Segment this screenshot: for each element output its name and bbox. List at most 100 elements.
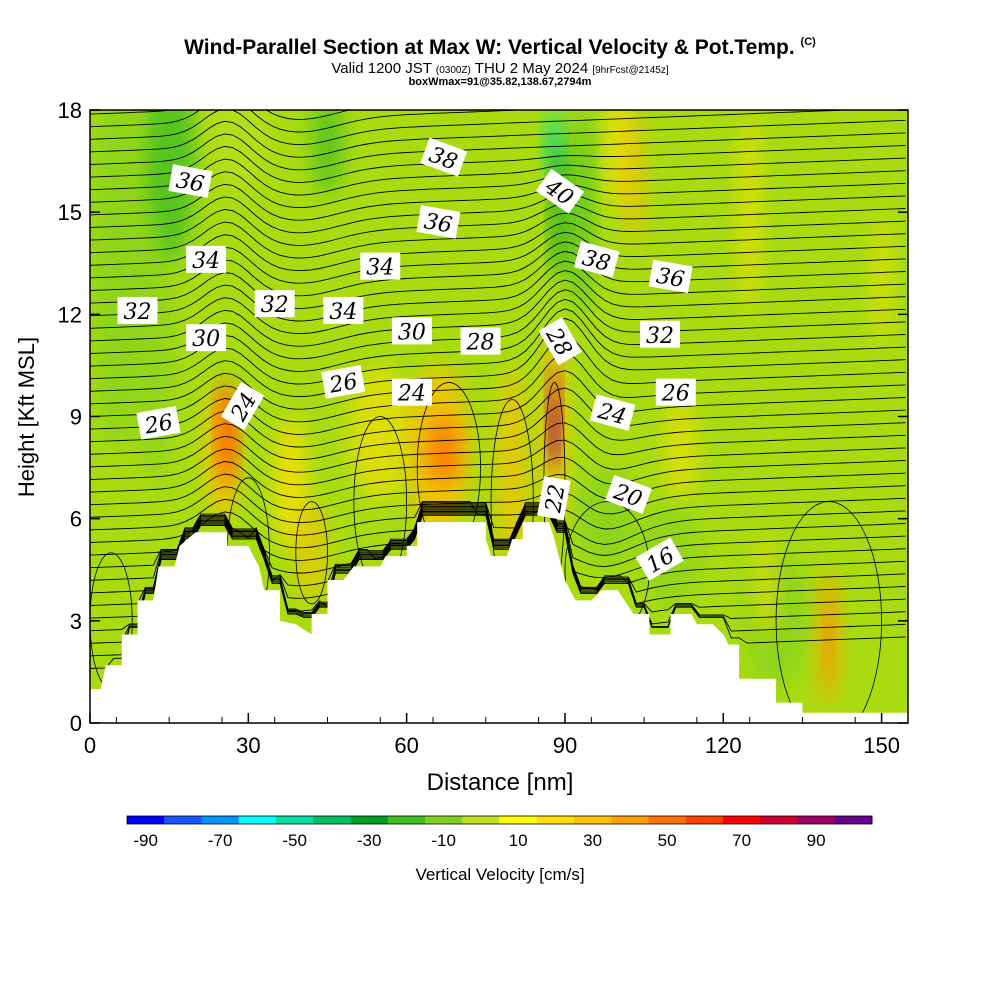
y-tick-label-5: 15 [58,200,82,225]
theta-label-text-4: 24 [397,382,426,407]
theta-label-bg-1 [605,474,652,514]
theta-label-bg-9 [460,327,501,355]
isentrope-12 [90,485,906,524]
colorbar-swatch-3 [238,816,277,824]
colorbar-swatch-6 [350,816,389,824]
isentrope-37 [90,170,906,209]
colorbar-swatch-16 [723,816,761,824]
y-tick-label-4: 12 [58,302,82,327]
theta-label-13: 32 [639,320,680,349]
theta-label-text-15: 32 [261,293,289,318]
colorbar-tick-5: 10 [509,831,528,850]
theta-label-text-16: 34 [329,300,357,325]
velocity-contour-1 [295,501,328,605]
velocity-cell-24 [665,399,697,502]
colorbar-swatch-13 [611,816,649,824]
colorbar-swatch-0 [127,816,165,824]
theta-label-7: 26 [321,365,366,399]
isentrope-27 [90,270,906,335]
isentrope-11 [90,497,906,536]
isentrope-20 [90,352,906,423]
colorbar-swatch-18 [797,816,836,824]
velocity-cell-25 [754,535,777,638]
chart-title: Wind-Parallel Section at Max W: Vertical… [0,36,1000,60]
theta-label-text-7: 26 [327,369,360,399]
theta-label-bg-2 [537,476,571,521]
isentrope-19 [90,370,906,435]
isentrope-38 [90,157,906,196]
colorbar-swatch-19 [834,816,873,824]
colorbar-swatch-7 [387,816,426,824]
y-tick-label-1: 3 [70,609,82,634]
theta-label-text-19: 36 [654,264,686,293]
theta-label-bg-5 [589,394,636,431]
theta-label-21: 36 [416,205,461,239]
velocity-cell-27 [825,603,833,672]
velocity-cell-15 [295,501,328,604]
theta-label-24: 40 [535,168,585,214]
theta-label-text-21: 36 [422,209,454,238]
colorbar-swatch-12 [574,816,612,824]
colorbar-swatch-2 [201,816,240,824]
velocity-cell-19 [427,416,460,485]
colorbar-swatch-5 [313,816,351,824]
velocity-cell-4 [206,110,270,196]
isentrope-40 [90,132,906,171]
theta-label-bg-13 [639,320,680,348]
colorbar-swatch-1 [164,816,202,824]
isentrope-15 [90,439,906,486]
colorbar-tick-7: 50 [658,831,677,850]
velocity-cell-9 [570,110,592,315]
y-axis-label: Height [Kft MSL] [14,337,39,497]
isentrope-26 [90,279,906,347]
colorbar-frame [126,815,873,825]
theta-label-15: 32 [254,290,295,318]
isentrope-14 [90,457,906,498]
theta-label-bg-7 [321,365,366,399]
theta-label-9: 28 [460,327,501,356]
theta-label-bg-20 [168,164,213,198]
isentrope-5 [90,508,906,612]
y-tick-label-6: 18 [58,98,82,123]
theta-label-19: 36 [648,259,693,294]
y-tick-label-3: 9 [70,405,82,430]
isentrope-1 [90,513,906,657]
x-tick-label-5: 150 [863,733,900,758]
velocity-cell-2 [132,212,175,485]
theta-label-18: 34 [360,252,401,281]
isentrope-42 [90,110,860,146]
isentrope-6 [90,507,906,599]
isentrope-8 [90,504,906,574]
theta-label-2: 22 [537,476,571,521]
velocity-cell-10 [607,110,629,213]
isentrope-4 [90,509,906,619]
theta-label-text-6: 26 [142,410,175,440]
theta-label-14: 32 [117,296,158,325]
theta-label-bg-0 [635,537,684,581]
isentrope-2 [90,512,906,644]
theta-label-23: 38 [420,137,468,177]
isentrope-39 [90,145,906,183]
isentrope-10 [90,502,906,549]
isentrope-3 [90,511,906,632]
x-tick-label-1: 30 [236,733,260,758]
chart-subtitle: Valid 1200 JST (0300Z) THU 2 May 2024 [9… [0,60,1000,77]
velocity-cell-29 [871,212,893,349]
theta-label-bg-8 [655,378,696,406]
theta-label-bg-15 [254,290,295,318]
colorbar-tick-2: -50 [282,831,307,850]
colorbar-tick-6: 30 [583,831,602,850]
isentrope-36 [90,182,906,221]
theta-label-text-13: 32 [646,324,674,349]
theta-label-text-18: 34 [366,256,394,281]
theta-label-bg-12 [391,317,432,345]
theta-label-bg-3 [220,381,265,431]
theta-label-16: 34 [323,296,364,325]
colorbar-swatch-11 [536,816,575,824]
theta-label-bg-18 [360,252,401,280]
theta-label-bg-11 [186,324,227,352]
isentrope-33 [90,212,906,259]
